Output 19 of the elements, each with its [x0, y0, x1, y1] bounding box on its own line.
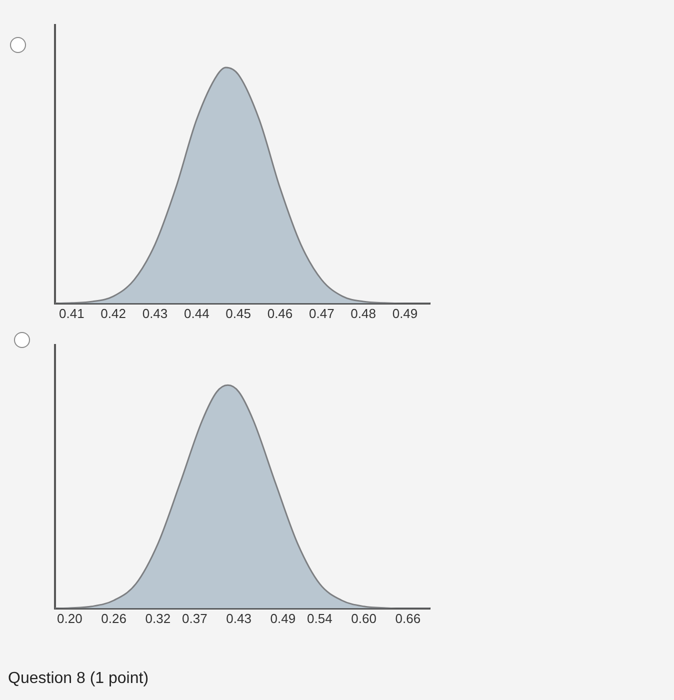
- x-tick-label: 0.66: [395, 610, 421, 626]
- x-tick-label: 0.43: [226, 610, 252, 626]
- x-tick-label: 0.49: [270, 610, 296, 626]
- text: 0.20: [57, 610, 82, 626]
- x-tick-label: 0.41: [59, 306, 84, 321]
- x-tick-label: 0.48: [350, 306, 376, 321]
- text: Question 8 (1 point): [8, 670, 149, 688]
- text: 0.60: [351, 610, 376, 626]
- x-tick-label: 0.32: [145, 610, 171, 626]
- x-tick-label: 0.45: [226, 306, 251, 321]
- x-tick-label: 0.37: [182, 610, 208, 626]
- x-tick-label: 0.47: [309, 306, 334, 321]
- x-tick-label: 0.44: [184, 306, 210, 321]
- x-tick-label: 0.26: [101, 610, 126, 626]
- x-tick-label: 0.49: [392, 306, 418, 321]
- x-tick-label: 0.46: [267, 306, 293, 321]
- x-tick-label: 0.54: [307, 610, 332, 626]
- x-tick-label: 0.42: [100, 306, 126, 321]
- x-tick-label: 0.43: [142, 306, 168, 321]
